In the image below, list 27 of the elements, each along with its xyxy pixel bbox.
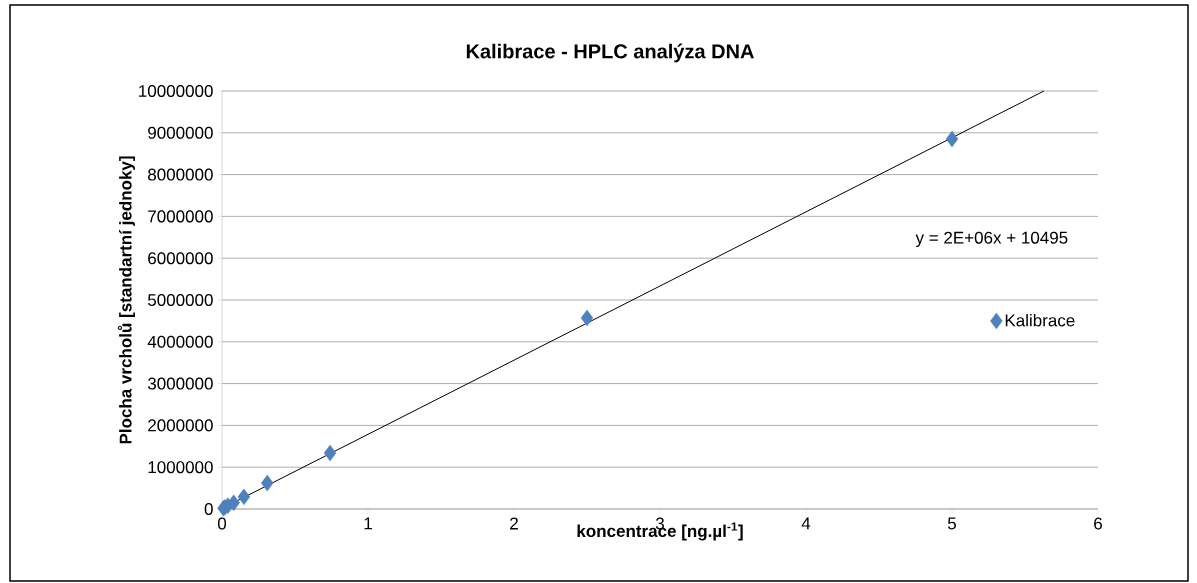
- point: [237, 488, 251, 506]
- x-tick-label: 4: [801, 517, 811, 530]
- point: [580, 309, 594, 327]
- x-tick-label: 1: [364, 517, 372, 530]
- x-tick-label: 2: [510, 517, 518, 530]
- y-tick-label: 2000000: [148, 419, 213, 432]
- y-axis-title: Plocha vrcholů [standartní jednoky]: [117, 156, 135, 444]
- point: [261, 474, 274, 492]
- chart-title: Kalibrace - HPLC analýza DNA: [466, 43, 754, 63]
- y-tick-label: 7000000: [148, 210, 213, 223]
- annotation: y = 2E+06x + 10495: [915, 231, 1068, 248]
- y-tick-label: 8000000: [148, 168, 213, 181]
- legend-label: Kalibrace: [1005, 313, 1075, 327]
- y-tick-label: 5000000: [147, 293, 213, 307]
- y-tick-label: 10000000: [139, 84, 213, 98]
- y-tick-label: 3000000: [147, 377, 213, 390]
- y-tick-label: 0: [204, 502, 213, 516]
- x-tick-label: 5: [947, 517, 957, 530]
- y-tick-label: 1000000: [148, 461, 213, 474]
- y-tick-label: 9000000: [148, 126, 213, 139]
- y-tick-label: 4000000: [147, 335, 213, 348]
- x-tick-label: 6: [1094, 517, 1102, 530]
- point: [227, 494, 240, 511]
- y-tick-label: 6000000: [148, 252, 213, 265]
- point: [945, 130, 959, 148]
- point: [323, 444, 337, 462]
- x-tick-label: 0: [217, 517, 227, 530]
